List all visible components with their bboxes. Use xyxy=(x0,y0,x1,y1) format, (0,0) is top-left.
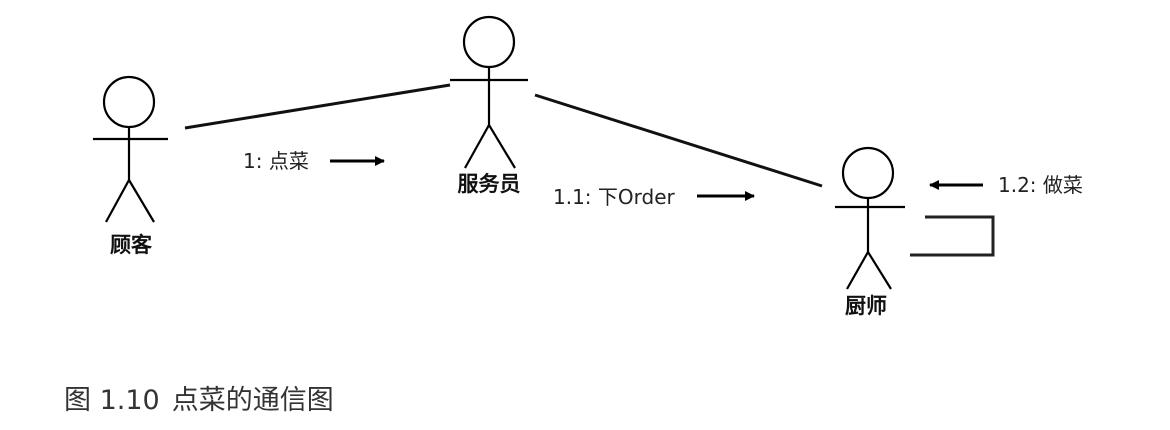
chef-self-link xyxy=(910,215,995,257)
link-customer-waiter xyxy=(184,83,451,130)
message-1-1-label: 1.1: 下Order xyxy=(553,185,676,209)
message-1-label: 1: 点菜 xyxy=(243,149,309,173)
message-1-2-label: 1.2: 做菜 xyxy=(998,173,1083,197)
communication-diagram: 顾客 服务员 厨师 1: 点菜 1.1: 下Order 1.2: 做菜 xyxy=(93,15,1083,318)
actor-customer-label: 顾客 xyxy=(110,232,153,257)
link-waiter-chef xyxy=(534,93,823,188)
figure-caption: 图 1.10 点菜的通信图 xyxy=(64,378,346,417)
actor-waiter-label: 服务员 xyxy=(458,171,521,196)
actor-waiter xyxy=(450,15,528,169)
actor-chef xyxy=(835,146,905,290)
actor-customer xyxy=(93,75,168,223)
figure-number: 图 1.10 xyxy=(64,385,160,416)
figure-title: 点菜的通信图 xyxy=(171,385,334,416)
actor-chef-label: 厨师 xyxy=(845,293,887,318)
